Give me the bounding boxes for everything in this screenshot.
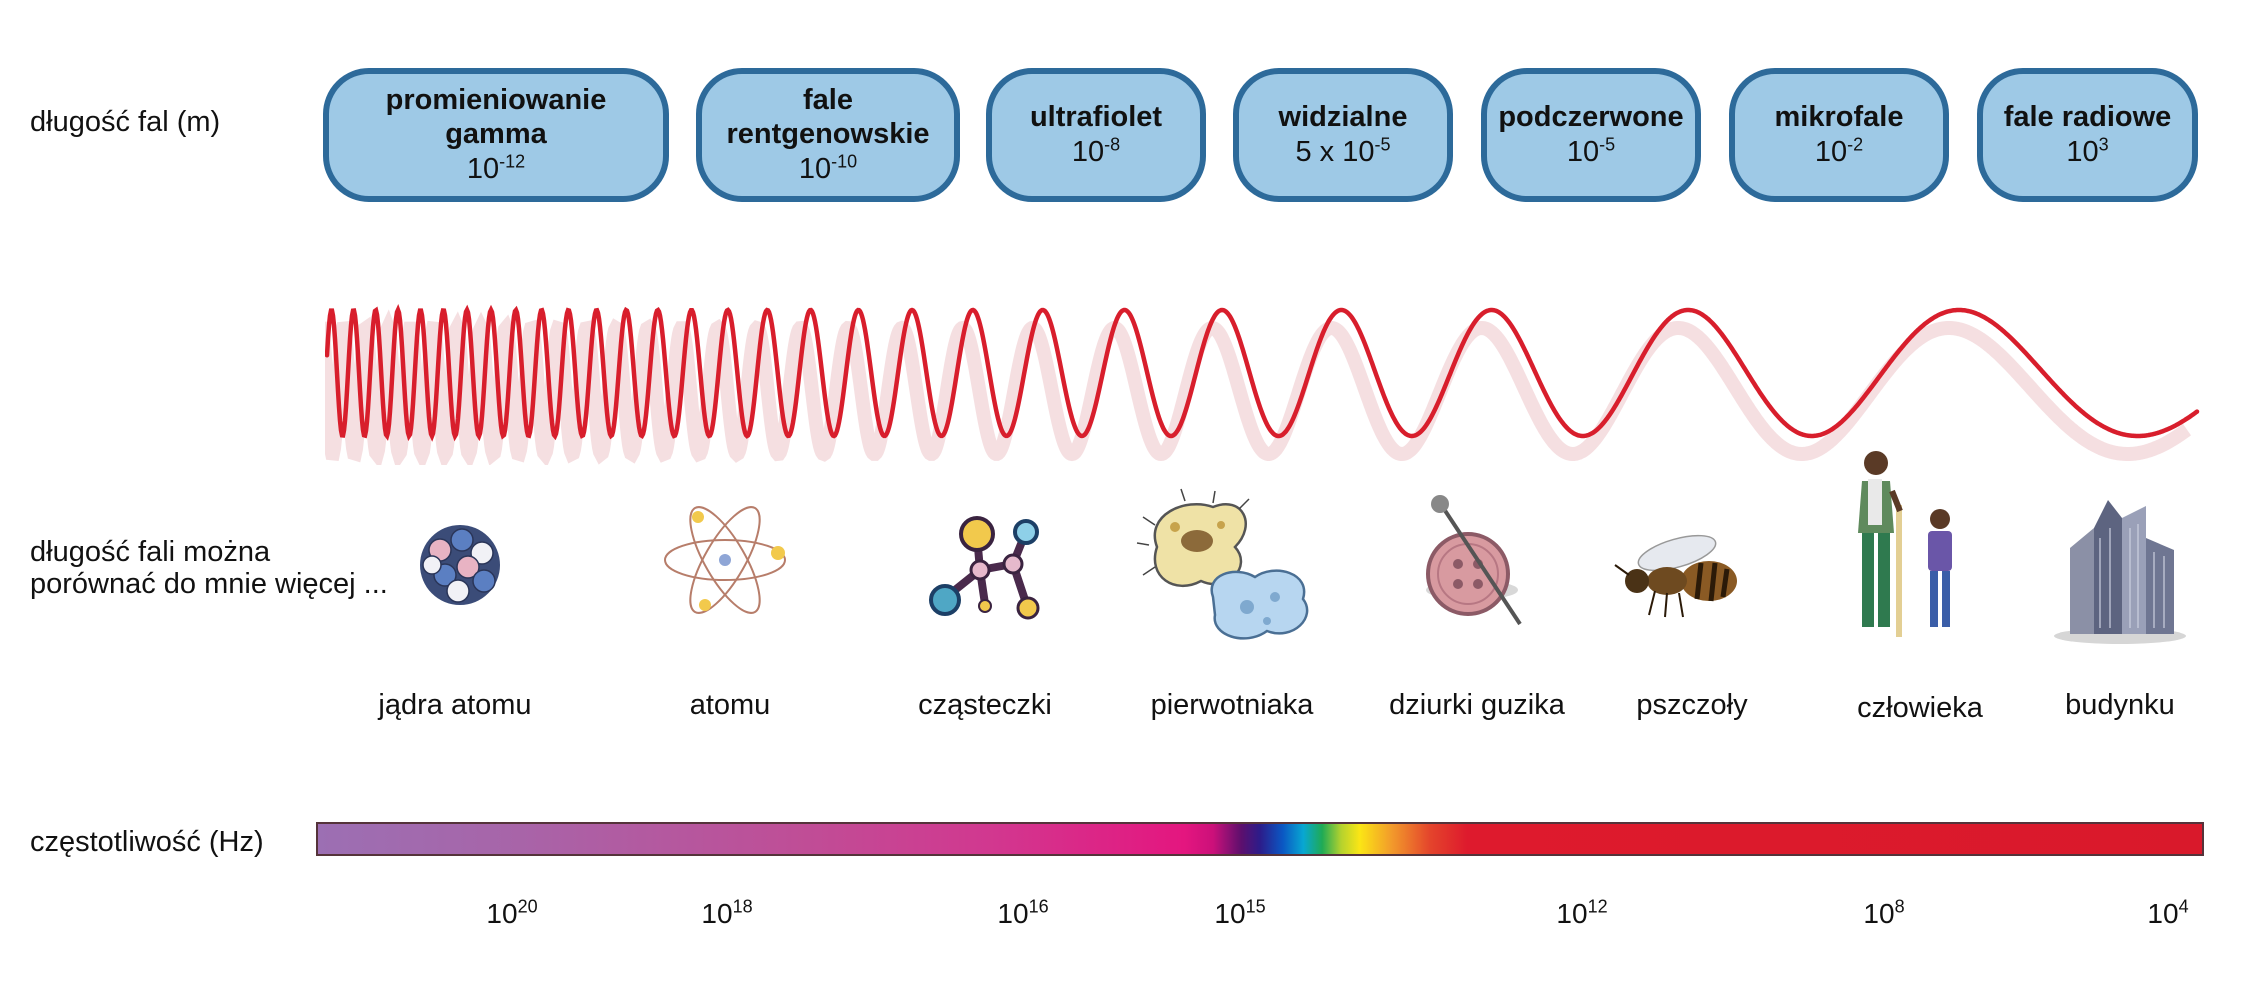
band-name: podczerwone — [1498, 101, 1684, 133]
frequency-row-label: częstotliwość (Hz) — [30, 826, 264, 858]
band-wavelength: 10-2 — [1814, 134, 1864, 168]
object-label-protozoa: pierwotniaka — [1150, 689, 1314, 721]
object-label-human: człowieka — [1857, 692, 1983, 724]
comparison-label-line1: długość fali można — [30, 536, 271, 568]
band-name: mikrofale — [1774, 101, 1904, 133]
band-gamma: promieniowanie gamma 10-12 — [323, 68, 669, 202]
protozoa-icon — [1136, 488, 1309, 640]
wavelength-wave — [325, 304, 2200, 465]
frequency-spectrum-bar — [316, 822, 2204, 856]
band-microwave: mikrofale 10-2 — [1729, 68, 1949, 202]
bee-icon — [1614, 534, 1737, 618]
band-wavelength: 10-10 — [798, 151, 858, 185]
band-name: fale — [803, 84, 853, 116]
object-label-atom: atomu — [689, 689, 771, 721]
frequency-tick: 1016 — [997, 896, 1049, 929]
band-name: widzialne — [1278, 101, 1408, 133]
nucleus-icon — [420, 525, 500, 605]
band-infrared: podczerwone 10-5 — [1481, 68, 1701, 202]
object-label-bee: pszczoły — [1636, 689, 1748, 721]
band-wavelength: 10-8 — [1071, 134, 1121, 168]
band-name: fale radiowe — [2003, 101, 2172, 133]
wave-line — [325, 304, 2200, 442]
molecule-icon — [929, 516, 1040, 620]
band-radio: fale radiowe 103 — [1977, 68, 2198, 202]
band-wavelength: 103 — [2066, 134, 2109, 168]
frequency-tick: 1015 — [1214, 896, 1266, 929]
frequency-tick: 1012 — [1556, 896, 1608, 929]
band-visible: widzialne 5 x 10-5 — [1233, 68, 1453, 202]
frequency-tick: 108 — [1863, 896, 1905, 929]
comparison-row-label: długość fali można porównać do mnie więc… — [30, 536, 388, 600]
object-label-nucleus: jądra atomu — [378, 689, 532, 721]
wavelength-row-label: długość fal (m) — [30, 106, 221, 138]
atom-icon — [664, 506, 786, 614]
band-name: ultrafiolet — [1029, 101, 1163, 133]
band-wavelength: 10-5 — [1566, 134, 1616, 168]
band-wavelength: 5 x 10-5 — [1295, 134, 1391, 168]
humans-icon — [1858, 451, 1952, 637]
comparison-label-line2: porównać do mnie więcej ... — [30, 568, 388, 600]
object-label-building: budynku — [2065, 689, 2175, 721]
frequency-tick: 1018 — [701, 896, 753, 929]
band-ultraviolet: ultrafiolet 10-8 — [986, 68, 1206, 202]
object-label-molecule: cząsteczki — [918, 689, 1052, 721]
building-icon — [2054, 500, 2186, 644]
band-name-line2: rentgenowskie — [726, 118, 930, 150]
band-wavelength: 10-12 — [466, 151, 526, 185]
object-label-button-hole: dziurki guzika — [1389, 689, 1565, 721]
band-name-line2: gamma — [445, 118, 547, 150]
band-name: promieniowanie — [385, 84, 607, 116]
frequency-tick: 104 — [2147, 896, 2189, 929]
wave-shadow — [325, 309, 2192, 465]
band-xray: fale rentgenowskie 10-10 — [696, 68, 960, 202]
button-pin-icon — [1426, 495, 1522, 626]
frequency-tick: 1020 — [486, 896, 538, 929]
